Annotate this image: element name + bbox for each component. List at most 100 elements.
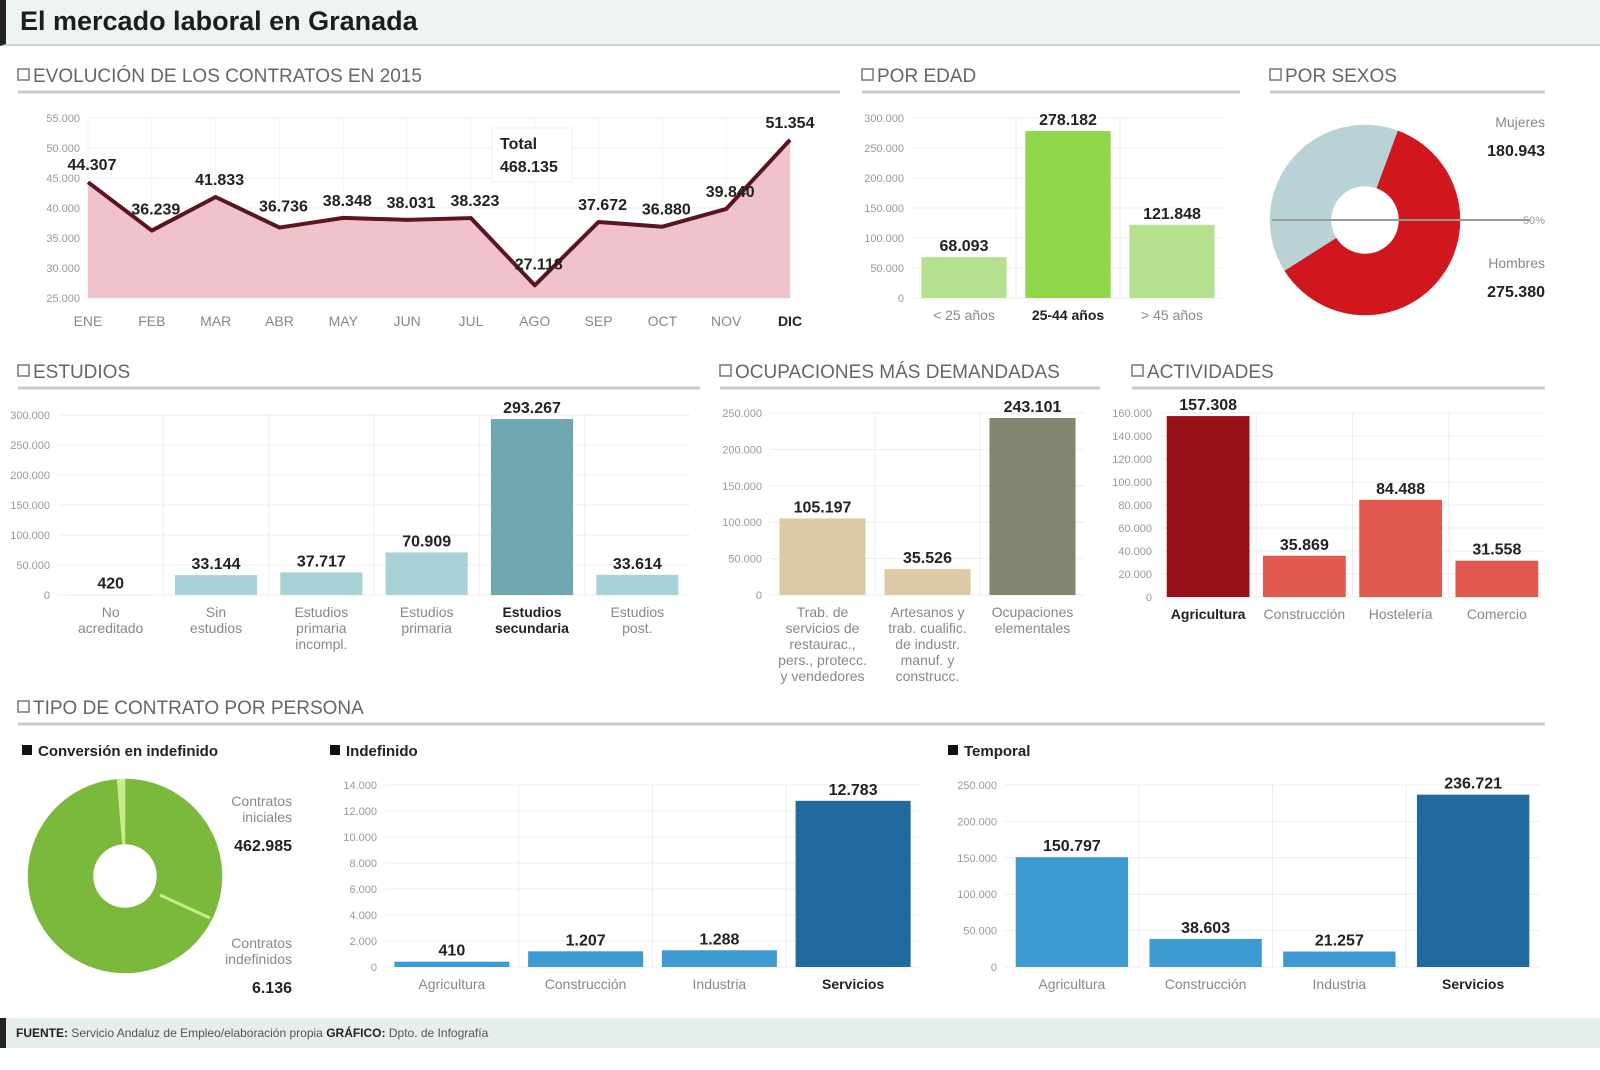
category-label-line: No [102,604,120,620]
point-value-label: 41.833 [195,172,244,189]
category-label-line: restaurac., [789,636,855,652]
category-label: Comercio [1467,606,1527,622]
bar-actividades [1166,416,1250,597]
y-tick-label: 0 [371,962,377,974]
y-tick-label: 150.000 [864,203,904,215]
bar-estudios [596,574,679,595]
indefinidos-value: 6.136 [252,980,292,997]
category-label: Construcción [1264,606,1346,622]
section-box-icon [17,700,30,713]
y-tick-label: 0 [1146,592,1152,604]
y-tick-label: 200.000 [722,444,762,456]
section-box-icon [17,364,30,377]
category-label: Agricultura [418,976,485,992]
category-label: No acreditado [78,604,144,636]
point-value-label: 51.354 [766,115,815,132]
bar-temporal [1149,938,1262,967]
y-tick-label: 0 [991,962,997,974]
month-label: MAY [329,313,359,329]
y-tick-label: 0 [898,293,904,305]
point-value-label: 38.348 [323,193,372,210]
point-value-label: 44.307 [68,157,117,174]
section-title-tipo: TIPO DE CONTRATO POR PERSONA [33,698,364,719]
month-label: JUL [458,313,483,329]
y-tick-label: 50.000 [870,263,904,275]
point-value-label: 36.880 [642,202,691,219]
category-label-line: secundaria [495,620,569,636]
category-label-line: trab. cualific. [888,620,967,636]
y-tick-label: 45.000 [46,173,80,185]
mujeres-value: 180.943 [1487,143,1545,160]
iniciales-label-line: Contratos [231,793,292,809]
bar-value-label: 37.717 [297,553,346,570]
indefinidos-slice-line [159,893,211,920]
category-label-line: primaria [401,620,452,636]
category-label-line: Estudios [294,604,348,620]
y-tick-label: 50.000 [963,926,997,938]
source-text: Servicio Andaluz de Empleo/elaboración p… [71,1026,323,1040]
total-value: 468.135 [500,159,558,176]
bar-indefinido [528,951,644,967]
iniciales-label: Contratos iniciales [231,793,292,825]
month-label: MAR [200,313,231,329]
section-title-edad: POR EDAD [877,66,976,87]
bar-value-label: 1.207 [566,932,606,949]
series-line [86,138,792,288]
category-label: Estudios secundaria [495,604,569,636]
y-tick-label: 200.000 [957,816,997,828]
mujeres-label: Mujeres [1495,114,1545,130]
month-label: DIC [778,313,802,329]
total-label: Total [500,136,537,153]
bar-ocupaciones [779,518,866,595]
category-label-line: y vendedores [780,668,864,684]
category-label: Artesanos y trab. cualific. de industr. man… [888,604,967,684]
total-box [491,127,573,183]
bar-edad [1025,131,1111,298]
y-tick-label: 150.000 [722,481,762,493]
bar-value-label: 121.848 [1143,206,1201,223]
category-label: < 25 años [933,307,995,323]
category-label-line: incompl. [295,636,347,652]
bar-actividades [1262,555,1346,597]
bar-estudios [280,572,363,595]
y-tick-label: 200.000 [864,173,904,185]
pie-slice [1269,124,1399,272]
bar-value-label: 410 [439,943,466,960]
y-tick-label: 100.000 [957,889,997,901]
category-label-line: estudios [190,620,242,636]
subtitle-temporal: Temporal [964,743,1030,760]
iniciales-value: 462.985 [234,838,292,855]
y-tick-label: 100.000 [1112,477,1152,489]
y-tick-label: 40.000 [46,203,80,215]
bar-value-label: 38.603 [1181,920,1230,937]
section-title-sexos: POR SEXOS [1285,66,1397,87]
y-tick-label: 80.000 [1118,500,1152,512]
bar-value-label: 293.267 [503,400,561,417]
bar-ocupaciones [989,418,1076,595]
indefinidos-label-line: indefinidos [225,951,292,967]
point-value-label: 38.323 [450,193,499,210]
category-label: Servicios [822,976,884,992]
bar-value-label: 12.783 [829,782,878,799]
y-tick-label: 200.000 [10,470,50,482]
fifty-percent-label: 50% [1523,215,1545,227]
category-label-line: pers., protecc. [778,652,867,668]
bar-indefinido [394,961,510,967]
hombres-label: Hombres [1488,255,1545,271]
bar-value-label: 33.144 [192,556,241,573]
month-label: OCT [648,313,678,329]
category-label: Industria [693,976,747,992]
indefinidos-label: Contratos indefinidos [225,935,292,967]
section-box-icon [861,68,874,81]
y-tick-label: 250.000 [722,408,762,420]
category-label-line: Artesanos y [891,604,965,620]
bar-value-label: 236.721 [1444,776,1502,793]
month-label: ABR [265,313,294,329]
category-label: Servicios [1442,976,1504,992]
graphic-credit: Dpto. de Infografía [388,1026,489,1040]
bar-value-label: 33.614 [613,556,662,573]
bar-value-label: 84.488 [1376,481,1425,498]
y-tick-label: 250.000 [957,780,997,792]
section-title-actividades: ACTIVIDADES [1147,362,1274,383]
